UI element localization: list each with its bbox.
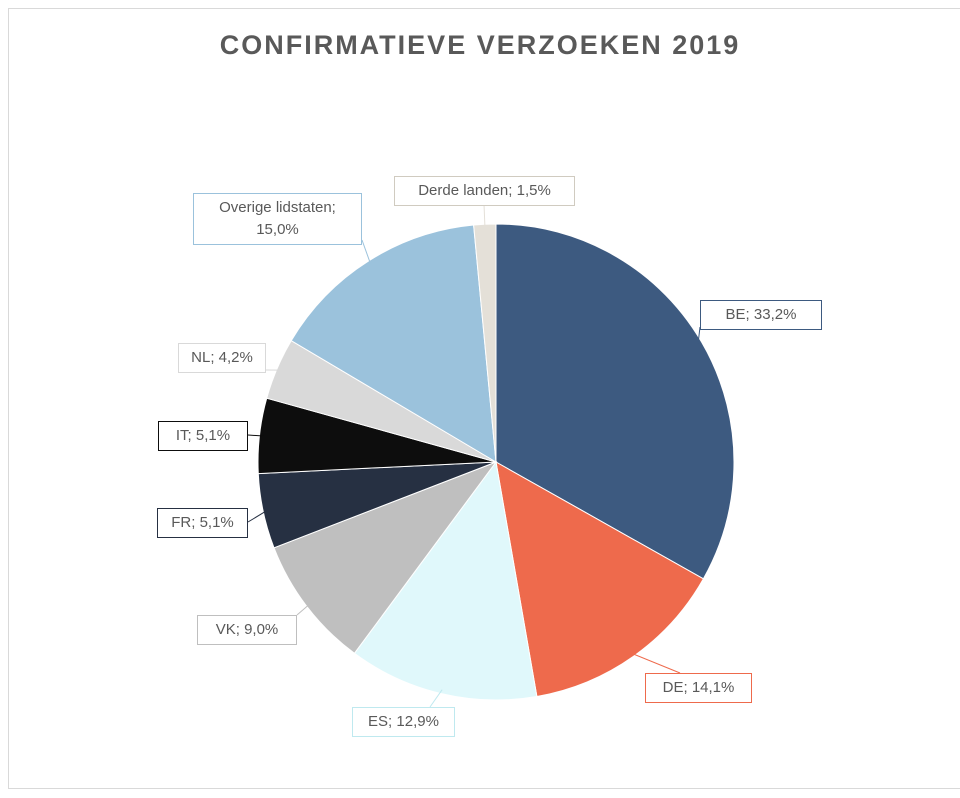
data-label: IT; 5,1%: [158, 421, 248, 451]
data-label: NL; 4,2%: [178, 343, 266, 373]
leader-line: [697, 326, 701, 344]
data-label: Overige lidstaten; 15,0%: [193, 193, 362, 245]
leader-line: [361, 239, 372, 265]
data-label: VK; 9,0%: [197, 615, 297, 645]
pie-slice: [353, 460, 538, 701]
leader-line: [483, 203, 486, 229]
leader-line: [247, 434, 264, 437]
leader-line: [630, 652, 681, 674]
chart-title: CONFIRMATIEVE VERZOEKEN 2019: [219, 30, 741, 60]
data-label: DE; 14,1%: [645, 673, 752, 703]
data-label: FR; 5,1%: [157, 508, 248, 538]
pie-slice: [290, 224, 497, 463]
data-label: ES; 12,9%: [352, 707, 455, 737]
leader-line: [296, 603, 311, 616]
pie-slice: [495, 461, 705, 698]
pie-slice: [495, 223, 735, 580]
leader-line: [429, 689, 443, 708]
leader-line: [247, 510, 268, 523]
data-label: BE; 33,2%: [700, 300, 822, 330]
data-label: Derde landen; 1,5%: [394, 176, 575, 206]
chart-frame: [8, 8, 960, 789]
